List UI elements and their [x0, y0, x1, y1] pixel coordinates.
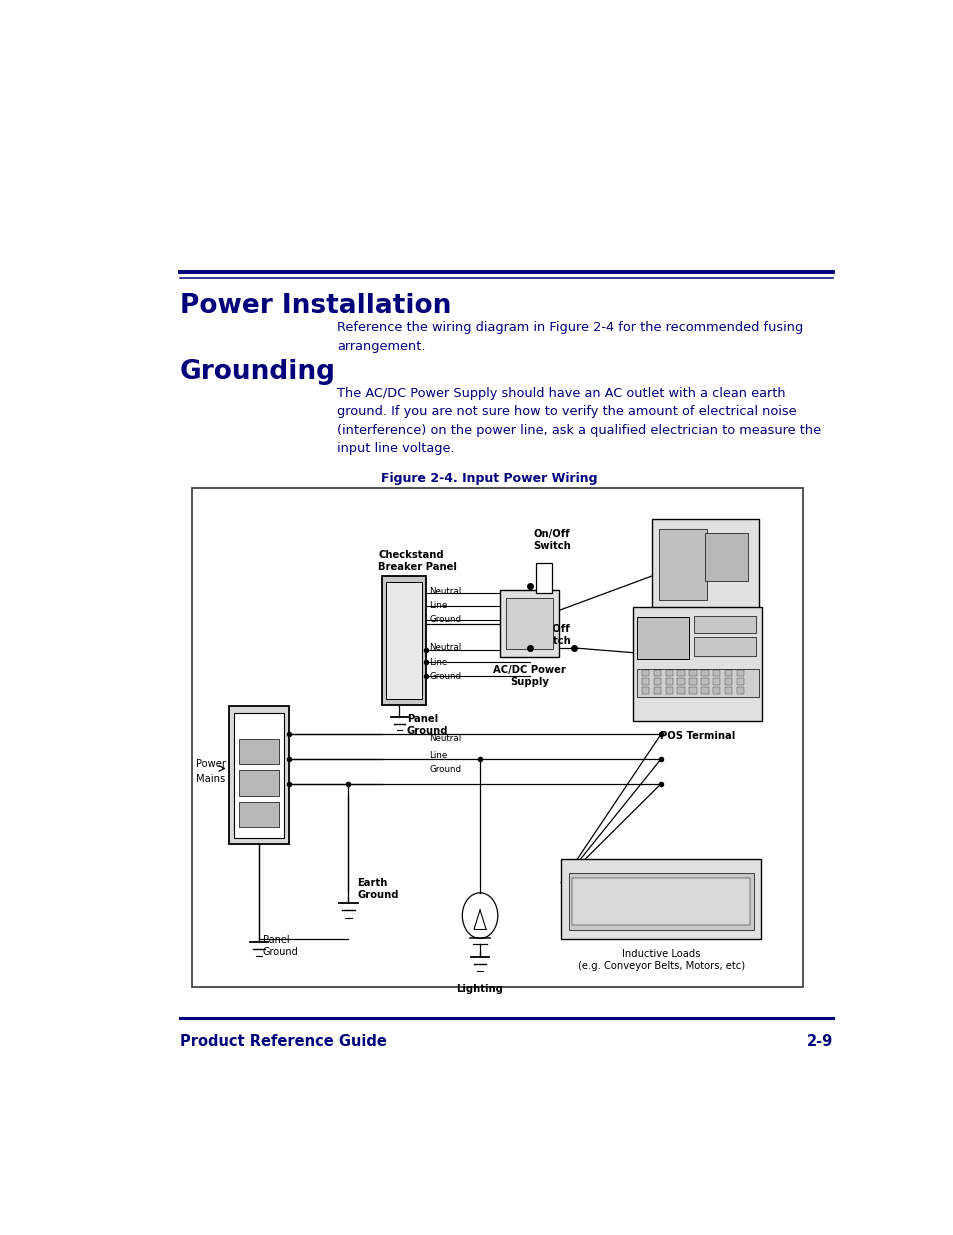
Bar [712, 678, 720, 685]
Bar [633, 608, 761, 721]
Text: Scanner or: Scanner or [678, 642, 732, 652]
Text: Power Installation: Power Installation [180, 293, 451, 319]
Text: Inductive Loads: Inductive Loads [621, 948, 700, 958]
Text: Ground: Ground [429, 615, 460, 625]
Bar [535, 563, 551, 593]
Text: Ground: Ground [429, 672, 460, 680]
Text: 2-9: 2-9 [805, 1035, 832, 1050]
Text: Switch: Switch [533, 541, 571, 551]
Text: Scanner/Scale: Scanner/Scale [669, 655, 740, 666]
Text: (e.g. Conveyor Belts, Motors, etc): (e.g. Conveyor Belts, Motors, etc) [577, 961, 744, 971]
Bar [677, 687, 684, 694]
Bar [712, 687, 720, 694]
Bar [192, 488, 802, 987]
Bar [704, 534, 747, 580]
Bar [641, 687, 649, 694]
Bar [239, 771, 278, 795]
Bar [653, 678, 660, 685]
Bar [637, 669, 758, 698]
Bar [693, 615, 755, 632]
Bar [239, 802, 278, 827]
Bar [700, 678, 708, 685]
Bar [689, 687, 696, 694]
Text: Power: Power [196, 760, 226, 769]
Bar [499, 590, 558, 657]
Bar [724, 687, 731, 694]
Text: Supply: Supply [510, 677, 548, 687]
Bar [233, 713, 284, 837]
Text: Product Reference Guide: Product Reference Guide [180, 1035, 386, 1050]
Bar [693, 637, 755, 657]
Bar [700, 687, 708, 694]
Text: Ground: Ground [357, 890, 398, 900]
Bar [659, 529, 706, 600]
Bar [505, 598, 553, 650]
Text: Earth: Earth [357, 878, 387, 888]
Text: Ground: Ground [429, 764, 460, 774]
Text: POS Terminal: POS Terminal [659, 731, 735, 741]
Text: Figure 2-4. Input Power Wiring: Figure 2-4. Input Power Wiring [380, 472, 597, 484]
Text: Switch: Switch [533, 636, 570, 646]
Text: Neutral: Neutral [429, 643, 461, 652]
Text: Breaker Panel: Breaker Panel [377, 562, 456, 572]
Bar [736, 678, 743, 685]
Text: Ground: Ground [262, 947, 298, 957]
Bar [677, 678, 684, 685]
Text: Line: Line [429, 658, 447, 667]
Bar [386, 582, 421, 699]
Bar [665, 687, 672, 694]
Text: Panel: Panel [243, 779, 274, 790]
Bar [724, 678, 731, 685]
Bar [689, 669, 696, 677]
Text: Checkstand: Checkstand [377, 550, 443, 559]
Bar [665, 669, 672, 677]
Bar [724, 669, 731, 677]
Text: Panel: Panel [406, 714, 437, 724]
Bar [229, 706, 289, 845]
Bar [653, 669, 660, 677]
Bar [736, 687, 743, 694]
Bar [572, 878, 749, 925]
Text: Breaker: Breaker [236, 764, 281, 774]
Bar [641, 678, 649, 685]
Bar [700, 669, 708, 677]
Bar [381, 576, 426, 704]
Text: Reference the wiring diagram in Figure 2-4 for the recommended fusing
arrangemen: Reference the wiring diagram in Figure 2… [337, 321, 802, 353]
Bar [689, 678, 696, 685]
Bar [637, 616, 688, 659]
Text: Panel: Panel [262, 935, 289, 945]
Bar [677, 669, 684, 677]
Text: Main: Main [245, 750, 273, 760]
Text: AC/DC Power: AC/DC Power [493, 664, 565, 674]
Text: On/Off: On/Off [533, 624, 570, 634]
Text: Mains: Mains [196, 774, 225, 784]
Text: Neutral: Neutral [429, 735, 461, 743]
Bar [651, 519, 758, 634]
Bar [653, 687, 660, 694]
Text: Neutral: Neutral [429, 587, 461, 595]
Bar [239, 739, 278, 764]
Bar [641, 669, 649, 677]
Bar [568, 873, 753, 930]
Text: Lighting: Lighting [456, 984, 503, 994]
Text: Line: Line [429, 751, 447, 760]
Text: On/Off: On/Off [533, 529, 570, 538]
Bar [736, 669, 743, 677]
Text: Ground: Ground [406, 726, 448, 736]
Bar [712, 669, 720, 677]
Text: The AC/DC Power Supply should have an AC outlet with a clean earth
ground. If yo: The AC/DC Power Supply should have an AC… [337, 387, 821, 456]
Bar [560, 858, 760, 940]
Text: Line: Line [429, 601, 447, 610]
Bar [665, 678, 672, 685]
Text: Grounding: Grounding [180, 359, 335, 385]
